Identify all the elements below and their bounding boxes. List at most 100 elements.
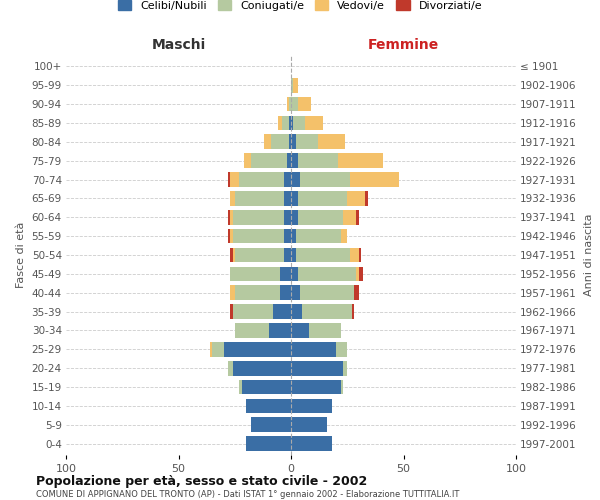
Bar <box>241 380 291 394</box>
Bar <box>228 172 230 187</box>
Bar <box>284 210 291 224</box>
Bar <box>300 172 349 187</box>
Bar <box>291 229 296 244</box>
Text: Maschi: Maschi <box>151 38 206 52</box>
Bar <box>298 191 347 206</box>
Y-axis label: Fasce di età: Fasce di età <box>16 222 26 288</box>
Bar <box>305 116 323 130</box>
Bar <box>349 172 399 187</box>
Bar <box>284 248 291 262</box>
Bar <box>289 134 291 149</box>
Bar <box>291 78 293 92</box>
Bar <box>356 266 359 281</box>
Bar <box>293 116 305 130</box>
Bar <box>291 418 327 432</box>
Bar <box>291 191 298 206</box>
Bar <box>233 248 235 262</box>
Bar <box>246 398 291 413</box>
Bar <box>287 154 291 168</box>
Bar <box>291 172 300 187</box>
Bar <box>289 96 291 112</box>
Bar <box>359 266 363 281</box>
Bar <box>233 210 284 224</box>
Bar <box>280 286 291 300</box>
Bar <box>284 191 291 206</box>
Bar <box>300 286 354 300</box>
Bar <box>343 361 347 376</box>
Bar <box>296 229 341 244</box>
Bar <box>354 286 359 300</box>
Bar <box>356 210 359 224</box>
Bar <box>291 380 341 394</box>
Legend: Celibi/Nubili, Coniugati/e, Vedovi/e, Divorziati/e: Celibi/Nubili, Coniugati/e, Vedovi/e, Di… <box>113 0 487 15</box>
Bar <box>298 154 338 168</box>
Bar <box>352 304 354 319</box>
Bar <box>230 304 233 319</box>
Bar <box>251 418 291 432</box>
Bar <box>359 248 361 262</box>
Bar <box>289 116 291 130</box>
Bar <box>244 154 251 168</box>
Bar <box>349 248 359 262</box>
Bar <box>233 361 291 376</box>
Bar <box>291 342 336 356</box>
Bar <box>291 304 302 319</box>
Bar <box>296 248 349 262</box>
Bar <box>296 134 318 149</box>
Y-axis label: Anni di nascita: Anni di nascita <box>584 214 594 296</box>
Bar <box>341 380 343 394</box>
Bar <box>338 154 383 168</box>
Bar <box>251 154 287 168</box>
Bar <box>235 286 280 300</box>
Bar <box>230 191 235 206</box>
Bar <box>291 154 298 168</box>
Bar <box>298 266 356 281</box>
Bar <box>309 323 341 338</box>
Bar <box>277 116 282 130</box>
Bar <box>293 78 298 92</box>
Bar <box>291 266 298 281</box>
Bar <box>230 172 239 187</box>
Bar <box>228 210 230 224</box>
Bar <box>291 398 331 413</box>
Bar <box>269 323 291 338</box>
Bar <box>341 229 347 244</box>
Bar <box>230 210 233 224</box>
Bar <box>318 134 345 149</box>
Bar <box>223 342 291 356</box>
Bar <box>228 229 230 244</box>
Text: Popolazione per età, sesso e stato civile - 2002: Popolazione per età, sesso e stato civil… <box>36 474 367 488</box>
Bar <box>280 266 291 281</box>
Bar <box>239 380 241 394</box>
Text: COMUNE DI APPIGNANO DEL TRONTO (AP) - Dati ISTAT 1° gennaio 2002 - Elaborazione : COMUNE DI APPIGNANO DEL TRONTO (AP) - Da… <box>36 490 460 499</box>
Bar <box>246 436 291 451</box>
Bar <box>298 210 343 224</box>
Bar <box>298 96 311 112</box>
Text: Femmine: Femmine <box>368 38 439 52</box>
Bar <box>291 116 293 130</box>
Bar <box>233 304 273 319</box>
Bar <box>291 436 331 451</box>
Bar <box>235 248 284 262</box>
Bar <box>264 134 271 149</box>
Bar <box>347 191 365 206</box>
Bar <box>291 96 298 112</box>
Bar <box>273 304 291 319</box>
Bar <box>228 361 233 376</box>
Bar <box>302 304 352 319</box>
Bar <box>210 342 212 356</box>
Bar <box>291 323 309 338</box>
Bar <box>235 323 269 338</box>
Bar <box>291 248 296 262</box>
Bar <box>233 229 284 244</box>
Bar <box>230 266 280 281</box>
Bar <box>235 191 284 206</box>
Bar <box>212 342 223 356</box>
Bar <box>284 229 291 244</box>
Bar <box>284 172 291 187</box>
Bar <box>343 210 356 224</box>
Bar <box>291 286 300 300</box>
Bar <box>291 210 298 224</box>
Bar <box>239 172 284 187</box>
Bar <box>336 342 347 356</box>
